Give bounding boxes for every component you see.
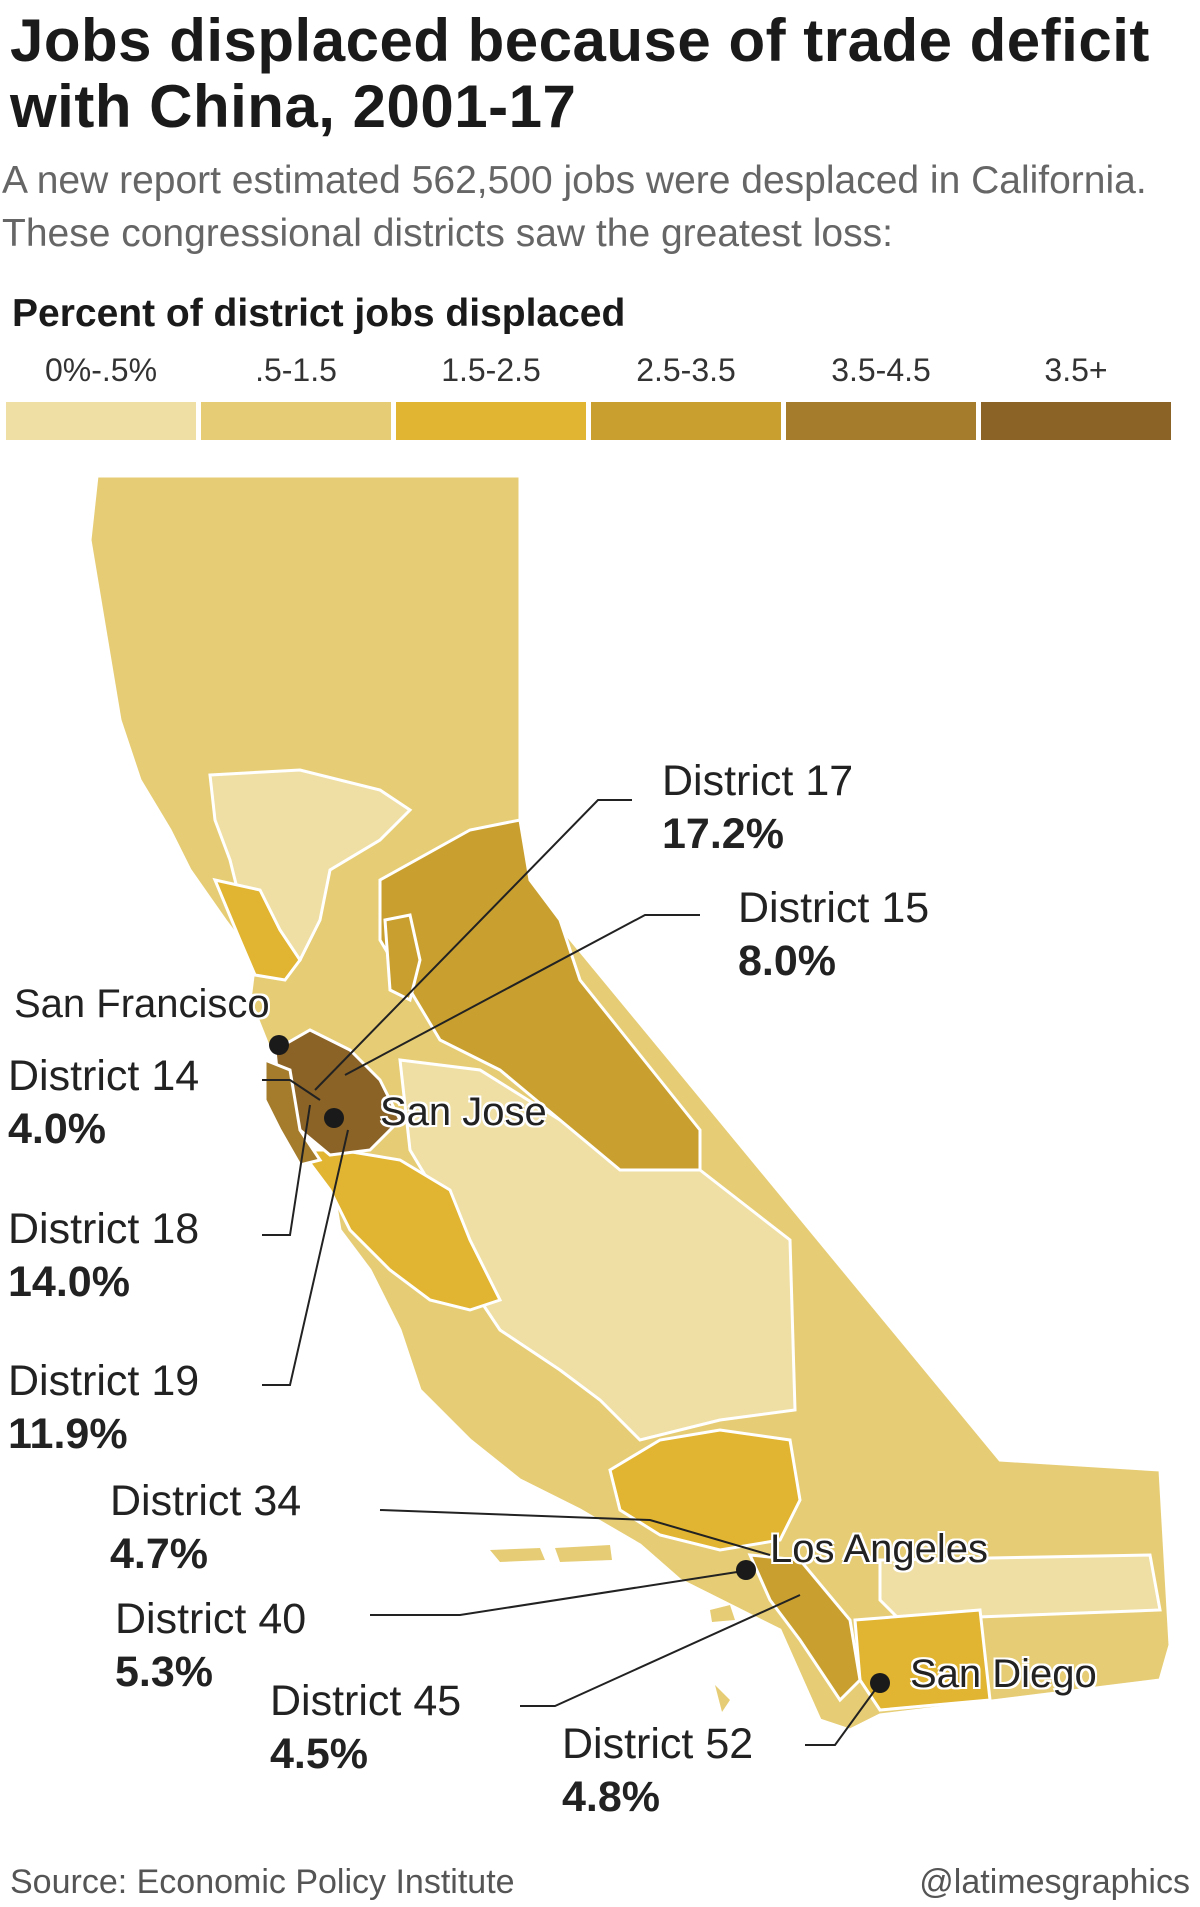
district-value-52: 4.8% (562, 1773, 661, 1821)
district-value-34: 4.7% (110, 1530, 209, 1578)
island (490, 1548, 545, 1562)
district-label-15: District 15 (738, 884, 930, 932)
chart-subtitle: A new report estimated 562,500 jobs were… (2, 159, 1147, 255)
city-label-los-angeles: Los Angeles (770, 1527, 988, 1571)
leader-line-district-40 (370, 1569, 751, 1616)
leader-line-district-19 (262, 1129, 349, 1386)
district-label-19: District 19 (8, 1357, 200, 1405)
island (555, 1545, 612, 1562)
california-map (88, 474, 1172, 1746)
district-region-sacramento (383, 913, 422, 1003)
legend: 0%-.5% .5-1.5 1.5-2.5 2.5-3.5 3.5-4.5 3.… (6, 352, 1172, 442)
island (715, 1685, 730, 1712)
district-value-18: 14.0% (8, 1258, 130, 1306)
leader-line-district-52 (805, 1689, 876, 1746)
legend-swatch (201, 402, 391, 440)
district-region-sierra (378, 818, 702, 1172)
legend-label: 2.5-3.5 (636, 352, 736, 388)
legend-item: .5-1.5 (201, 352, 391, 442)
district-value-45: 4.5% (270, 1730, 369, 1778)
legend-label: .5-1.5 (255, 352, 337, 388)
legend-label: 0%-.5% (44, 352, 158, 388)
legend-label: 1.5-2.5 (441, 352, 541, 388)
credit-note: @latimesgraphics (919, 1863, 1190, 1901)
leader-line-district-17 (314, 799, 632, 1091)
city-dot-san-diego (870, 1673, 890, 1693)
chart-title: Jobs displaced because of trade deficit … (10, 7, 1150, 140)
district-value-19: 11.9% (8, 1410, 128, 1458)
city-dot-los-angeles (736, 1560, 756, 1580)
district-label-52: District 52 (562, 1720, 754, 1768)
city-dot-san-jose (324, 1108, 344, 1128)
legend-item: 3.5-4.5 (786, 352, 976, 442)
district-value-17: 17.2% (662, 810, 784, 858)
district-region-la-basin (608, 1428, 802, 1552)
legend-swatch (981, 402, 1171, 440)
district-label-17: District 17 (662, 757, 854, 805)
district-label-14: District 14 (8, 1052, 200, 1100)
legend-item: 2.5-3.5 (591, 352, 781, 442)
legend-item: 3.5+ (981, 352, 1171, 442)
legend-swatch (786, 402, 976, 440)
district-label-40: District 40 (115, 1595, 307, 1643)
leader-line-district-45 (520, 1594, 801, 1707)
leader-line-district-34 (379, 1509, 771, 1556)
district-value-14: 4.0% (8, 1105, 107, 1153)
legend-swatch (6, 402, 196, 440)
city-label-san-francisco: San Francisco (14, 982, 270, 1026)
district-value-15: 8.0% (738, 937, 837, 985)
district-label-34: District 34 (110, 1477, 302, 1525)
legend-item: 1.5-2.5 (396, 352, 586, 442)
legend-label: 3.5-4.5 (831, 352, 931, 388)
leader-line-district-15 (344, 914, 700, 1076)
district-label-18: District 18 (8, 1205, 200, 1253)
district-region-salinas (297, 1148, 503, 1312)
source-note: Source: Economic Policy Institute (10, 1863, 515, 1901)
legend-swatch (591, 402, 781, 440)
leader-line-district-14 (262, 1079, 321, 1101)
legend-item: 0%-.5% (6, 352, 196, 442)
leader-line-district-18 (262, 1104, 311, 1236)
city-label-san-diego: San Diego (910, 1652, 1097, 1696)
district-value-40: 5.3% (115, 1648, 214, 1696)
city-dot-san-francisco (269, 1035, 289, 1055)
legend-title: Percent of district jobs displaced (12, 292, 626, 335)
city-label-san-jose: San Jose (380, 1090, 547, 1134)
leader-lines (262, 799, 876, 1746)
district-label-45: District 45 (270, 1677, 462, 1725)
district-region-napa (212, 877, 302, 982)
island (710, 1605, 735, 1622)
district-region-southeast-light (878, 1553, 1162, 1622)
legend-swatch (396, 402, 586, 440)
legend-label: 3.5+ (1044, 352, 1108, 388)
